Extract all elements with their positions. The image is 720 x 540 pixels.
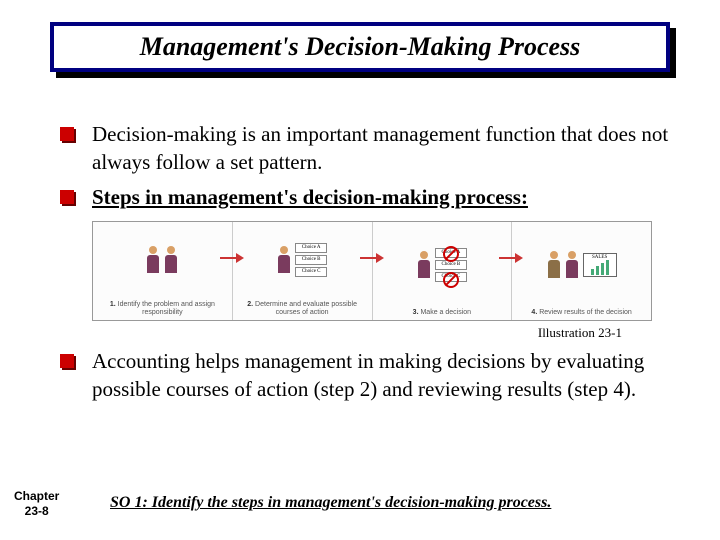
study-objective: SO 1: Identify the steps in management's… <box>110 494 551 512</box>
choice-c: Choice C <box>295 267 327 277</box>
bullet-icon <box>60 354 74 368</box>
step-1-image <box>93 222 232 299</box>
step-1: 1. Identify the problem and assign respo… <box>93 222 233 320</box>
person-icon <box>547 251 561 279</box>
bullet-3: Accounting helps management in making de… <box>60 347 670 404</box>
arrow-icon <box>360 254 384 262</box>
diagram-container: 1. Identify the problem and assign respo… <box>92 221 652 341</box>
arrow-icon <box>220 254 244 262</box>
chapter-line2: 23-8 <box>14 504 59 518</box>
person-icon <box>417 251 431 279</box>
chapter-label: Chapter 23-8 <box>14 489 59 518</box>
step-3: Choice A Choice B Choice C 3. Make a dec… <box>373 222 513 320</box>
no-icon <box>443 272 459 288</box>
bullet-1-text: Decision-making is an important manageme… <box>92 120 670 177</box>
process-diagram: 1. Identify the problem and assign respo… <box>92 221 652 321</box>
bullet-3-text: Accounting helps management in making de… <box>92 347 670 404</box>
step-2: Choice A Choice B Choice C 2. Determine … <box>233 222 373 320</box>
bullet-1: Decision-making is an important manageme… <box>60 120 670 177</box>
step-4-label: 4. Review results of the decision <box>512 307 651 320</box>
illustration-label: Illustration 23-1 <box>92 325 622 341</box>
step-1-label: 1. Identify the problem and assign respo… <box>93 299 232 320</box>
bullet-2: Steps in management's decision-making pr… <box>60 183 670 211</box>
choice-stack: Choice A Choice B Choice C <box>435 248 467 282</box>
step-4: SALES 4. Review results of the decision <box>512 222 651 320</box>
arrow-icon <box>499 254 523 262</box>
chapter-line1: Chapter <box>14 489 59 503</box>
slide-title: Management's Decision-Making Process <box>140 32 581 62</box>
step-2-label: 2. Determine and evaluate possible cours… <box>233 299 372 320</box>
person-icon <box>277 246 291 274</box>
sales-chart: SALES <box>583 253 617 277</box>
person-icon <box>164 246 178 274</box>
step-3-image: Choice A Choice B Choice C <box>373 222 512 307</box>
choice-stack: Choice A Choice B Choice C <box>295 243 327 277</box>
step-2-image: Choice A Choice B Choice C <box>233 222 372 299</box>
sales-bars <box>585 260 615 275</box>
bullet-2-text: Steps in management's decision-making pr… <box>92 183 528 211</box>
no-icon <box>443 246 459 262</box>
bullet-icon <box>60 127 74 141</box>
bullet-icon <box>60 190 74 204</box>
step-4-image: SALES <box>512 222 651 307</box>
choice-a: Choice A <box>295 243 327 253</box>
person-icon <box>565 251 579 279</box>
choice-b: Choice B <box>295 255 327 265</box>
content-area: Decision-making is an important manageme… <box>60 120 670 410</box>
title-box: Management's Decision-Making Process <box>50 22 670 72</box>
step-3-label: 3. Make a decision <box>373 307 512 320</box>
person-icon <box>146 246 160 274</box>
